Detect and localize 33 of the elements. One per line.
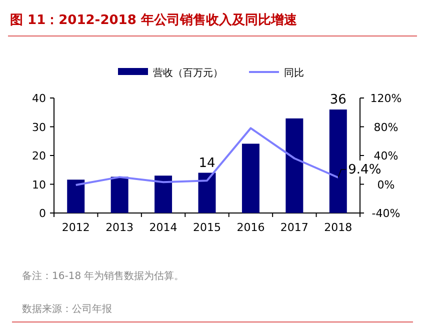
y2-tick-label: 40% <box>374 150 398 162</box>
y-tick-label: 30 <box>32 120 46 134</box>
x-tick-label: 2016 <box>236 221 265 234</box>
y-tick-label: 20 <box>32 150 46 162</box>
x-tick-label: 2013 <box>106 221 134 234</box>
bar <box>198 172 216 213</box>
chart-title: 图 11：2012-2018 年公司销售收入及同比增速 <box>10 12 298 28</box>
bar <box>154 176 172 213</box>
legend-label: 同比 <box>284 67 304 79</box>
bar <box>67 180 85 213</box>
line-series <box>74 127 340 186</box>
x-tick-label: 2014 <box>149 221 178 234</box>
bar <box>329 110 347 213</box>
x-tick-label: 2015 <box>193 221 221 234</box>
bar <box>242 144 260 213</box>
y2-tick-label: 80% <box>374 120 398 134</box>
data-label: 9.4% <box>348 162 382 178</box>
x-tick-label: 2012 <box>62 221 90 234</box>
data-label: 14 <box>198 156 216 171</box>
y-tick-label: 10 <box>32 178 46 192</box>
y2-tick-label: -40% <box>372 207 400 220</box>
source-note: 数据来源：公司年报 <box>22 303 112 315</box>
bar <box>286 118 304 213</box>
y2-tick-label: 0% <box>377 178 395 192</box>
x-tick-label: 2018 <box>324 221 352 234</box>
y2-tick-label: 120% <box>370 92 402 105</box>
data-label: 36 <box>330 92 346 108</box>
bar <box>110 176 128 213</box>
y-tick-label: 40 <box>32 92 46 105</box>
text: 备注：16-18 年为销售数据为估算。 <box>22 270 184 282</box>
y-tick-label: 0 <box>39 207 46 220</box>
x-tick-label: 2017 <box>280 221 308 234</box>
legend-label: 营收（百万元） <box>153 67 223 79</box>
